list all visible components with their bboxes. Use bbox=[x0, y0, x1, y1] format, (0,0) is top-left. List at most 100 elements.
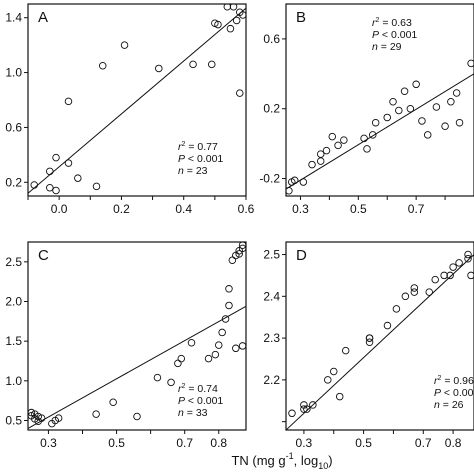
x-tick-label: 0.3 bbox=[40, 436, 57, 450]
data-point bbox=[383, 321, 392, 330]
stat-n-value: 26 bbox=[452, 399, 464, 411]
data-point bbox=[440, 271, 448, 280]
x-label-main: TN (mg g bbox=[231, 453, 285, 468]
x-tick-label: 0.8 bbox=[445, 436, 462, 450]
data-point bbox=[363, 145, 371, 153]
data-point bbox=[340, 136, 348, 144]
regression-line bbox=[28, 7, 246, 194]
data-point bbox=[395, 106, 403, 115]
stat-n-symbol: n bbox=[178, 165, 184, 177]
y-tick-label: 2.2 bbox=[263, 373, 280, 387]
stat-p-symbol: P bbox=[434, 387, 441, 399]
data-point bbox=[334, 141, 342, 150]
stat-n: n = 26 bbox=[434, 399, 464, 411]
data-point bbox=[446, 271, 454, 280]
y-tick-label: 0.6 bbox=[5, 120, 22, 134]
data-point bbox=[187, 338, 196, 347]
stat-r2-value: 0.77 bbox=[197, 141, 218, 153]
data-point bbox=[238, 242, 246, 249]
stat-r-exponent: 2 bbox=[182, 141, 186, 148]
data-point bbox=[335, 392, 344, 401]
panel-label: B bbox=[296, 9, 306, 26]
stat-r-symbol: r bbox=[372, 17, 376, 29]
regression-line bbox=[286, 254, 474, 430]
data-point bbox=[288, 409, 296, 418]
data-point bbox=[383, 113, 391, 122]
x-label-subscript: 10 bbox=[318, 461, 328, 471]
data-point bbox=[464, 250, 472, 259]
data-point bbox=[229, 4, 238, 11]
x-label-mid: , log bbox=[294, 453, 319, 468]
data-point bbox=[28, 408, 36, 417]
data-point bbox=[167, 378, 175, 387]
data-point bbox=[238, 244, 246, 253]
stat-r-exponent: 2 bbox=[376, 17, 380, 24]
x-tick-label: 0.7 bbox=[176, 436, 193, 450]
data-point bbox=[464, 254, 472, 263]
stat-n-symbol: n bbox=[434, 399, 440, 411]
data-point bbox=[455, 259, 463, 267]
data-point bbox=[389, 97, 397, 106]
data-point bbox=[211, 350, 220, 359]
data-point bbox=[324, 376, 332, 384]
stat-r2-value: 0.63 bbox=[391, 17, 412, 29]
plot-frame bbox=[285, 241, 474, 431]
y-tick-label: 1.0 bbox=[5, 374, 22, 388]
data-point bbox=[300, 405, 308, 413]
data-point bbox=[120, 41, 129, 49]
regression-line bbox=[28, 305, 246, 429]
data-point bbox=[410, 288, 419, 296]
plot-frame bbox=[27, 3, 247, 197]
data-point bbox=[401, 292, 410, 301]
x-label-superscript: -1 bbox=[286, 451, 294, 461]
stat-n-equals: = bbox=[184, 165, 196, 177]
stat-n-value: 33 bbox=[196, 407, 208, 419]
regression-line bbox=[286, 73, 474, 190]
data-point bbox=[290, 176, 299, 185]
data-point bbox=[214, 341, 223, 349]
data-point bbox=[392, 305, 401, 313]
y-tick-label: 0.5 bbox=[5, 413, 22, 427]
x-tick-label: 0.7 bbox=[408, 202, 425, 216]
data-point bbox=[133, 412, 141, 421]
x-tick-label: 0.7 bbox=[415, 436, 432, 450]
plot-frame bbox=[27, 241, 247, 431]
panel-c: 0.3 0.5 0.7 0.80.51.01.52.02.5 Cr2 = 0.74P <… bbox=[5, 241, 247, 450]
panels: 0.0 0.2 0.4 0.60.20.61.01.4 Ar2 = 0.77P < 0.… bbox=[5, 3, 474, 450]
stat-n: n = 33 bbox=[178, 407, 208, 419]
x-tick-label: 0.5 bbox=[350, 202, 367, 216]
data-point bbox=[46, 184, 54, 192]
panel-label: A bbox=[38, 9, 48, 26]
stat-r2: r2 = 0.96 bbox=[434, 375, 474, 387]
panel-label: C bbox=[38, 247, 49, 264]
y-tick-label: 1.4 bbox=[5, 11, 22, 25]
data-point bbox=[236, 89, 244, 97]
data-point bbox=[431, 275, 439, 284]
y-tick-label: 2.0 bbox=[5, 294, 22, 308]
data-point bbox=[232, 16, 241, 25]
y-tick-label: 1.0 bbox=[5, 66, 22, 80]
data-point bbox=[449, 263, 457, 271]
y-tick-label: 1.5 bbox=[5, 334, 22, 348]
stat-r2-equals: = bbox=[185, 141, 197, 153]
data-point bbox=[64, 159, 73, 167]
data-point bbox=[30, 181, 38, 189]
stat-n-equals: = bbox=[184, 407, 196, 419]
data-point bbox=[322, 146, 331, 155]
stat-n: n = 29 bbox=[372, 41, 402, 53]
stat-p: P < 0.001 bbox=[372, 29, 417, 41]
data-point bbox=[226, 24, 235, 33]
stat-n-symbol: n bbox=[372, 41, 378, 53]
data-point bbox=[204, 354, 213, 363]
data-point bbox=[177, 354, 186, 363]
data-point bbox=[92, 410, 100, 418]
data-point bbox=[218, 328, 226, 337]
stat-r-symbol: r bbox=[178, 383, 182, 395]
y-tick-label: 0.6 bbox=[263, 32, 280, 46]
data-point bbox=[341, 346, 350, 355]
data-point bbox=[412, 80, 420, 89]
y-tick-label: 0.2 bbox=[5, 175, 22, 189]
data-point bbox=[328, 132, 337, 141]
stat-p-value: < 0.001 bbox=[379, 29, 417, 41]
